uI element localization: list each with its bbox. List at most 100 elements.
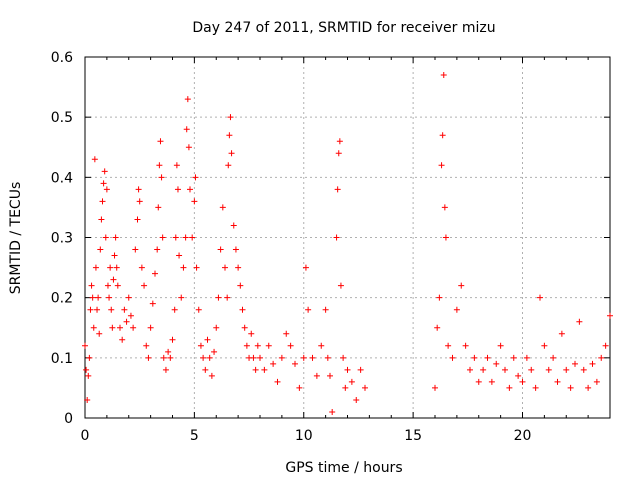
data-point bbox=[89, 294, 96, 301]
data-point bbox=[441, 204, 448, 211]
data-point bbox=[156, 162, 163, 169]
data-point bbox=[302, 264, 309, 271]
data-point bbox=[432, 384, 438, 391]
data-point bbox=[112, 234, 119, 241]
data-point bbox=[337, 282, 344, 289]
data-point bbox=[95, 294, 102, 301]
data-point bbox=[541, 342, 548, 349]
data-point bbox=[189, 234, 196, 241]
x-axis-label: GPS time / hours bbox=[285, 460, 402, 476]
data-point bbox=[187, 186, 193, 193]
data-point bbox=[102, 234, 109, 241]
data-point bbox=[589, 360, 596, 367]
data-point bbox=[550, 354, 557, 361]
data-point bbox=[85, 372, 92, 379]
data-point bbox=[563, 366, 570, 373]
data-point bbox=[493, 360, 500, 367]
data-point bbox=[232, 246, 239, 253]
data-point bbox=[83, 366, 90, 373]
data-point bbox=[103, 186, 110, 193]
data-point bbox=[228, 150, 235, 157]
data-point bbox=[219, 204, 226, 211]
data-point bbox=[114, 282, 121, 289]
data-point bbox=[357, 366, 364, 373]
data-point bbox=[100, 180, 107, 187]
data-point bbox=[224, 294, 231, 301]
data-point bbox=[123, 318, 130, 325]
data-point bbox=[215, 294, 222, 301]
data-point bbox=[449, 354, 456, 361]
data-point bbox=[169, 336, 176, 343]
data-point bbox=[191, 198, 198, 205]
data-point bbox=[143, 342, 150, 349]
data-point bbox=[580, 366, 587, 373]
data-point bbox=[602, 342, 609, 349]
data-point bbox=[136, 198, 143, 205]
data-point bbox=[106, 294, 113, 301]
data-point bbox=[119, 336, 126, 343]
data-point bbox=[155, 204, 162, 211]
data-point bbox=[184, 96, 191, 103]
data-point bbox=[362, 384, 368, 391]
data-point bbox=[442, 234, 449, 241]
data-point bbox=[217, 246, 224, 253]
data-point bbox=[82, 342, 88, 349]
data-point bbox=[334, 186, 341, 193]
data-point bbox=[250, 354, 257, 361]
y-tick-label: 0.1 bbox=[51, 351, 73, 367]
data-point bbox=[497, 342, 504, 349]
y-tick-label: 0 bbox=[64, 411, 73, 427]
data-point bbox=[327, 372, 333, 379]
data-point bbox=[528, 366, 535, 373]
data-point bbox=[117, 324, 123, 331]
data-point bbox=[130, 324, 137, 331]
data-point bbox=[305, 306, 312, 313]
data-point bbox=[202, 366, 209, 373]
data-point bbox=[342, 384, 349, 391]
data-point bbox=[104, 282, 111, 289]
data-point bbox=[182, 234, 189, 241]
data-point bbox=[91, 156, 98, 163]
data-point bbox=[86, 354, 93, 361]
data-point bbox=[239, 306, 246, 313]
data-point bbox=[353, 396, 360, 403]
data-point bbox=[558, 330, 565, 337]
data-point bbox=[480, 366, 487, 373]
data-point bbox=[344, 366, 351, 373]
data-point bbox=[488, 378, 495, 385]
data-point bbox=[121, 306, 128, 313]
data-point bbox=[125, 294, 132, 301]
data-point bbox=[135, 186, 142, 193]
plot-frame bbox=[84, 56, 611, 419]
data-point bbox=[101, 168, 108, 175]
data-point bbox=[254, 342, 261, 349]
data-point bbox=[235, 264, 242, 271]
data-point bbox=[132, 246, 139, 253]
data-point bbox=[257, 354, 263, 361]
y-tick-label: 0.5 bbox=[51, 110, 73, 126]
data-point bbox=[322, 306, 329, 313]
data-point bbox=[197, 342, 204, 349]
data-point bbox=[318, 342, 325, 349]
data-point bbox=[225, 162, 232, 169]
data-point bbox=[211, 348, 218, 355]
data-point bbox=[434, 324, 441, 331]
data-point bbox=[313, 372, 320, 379]
data-point bbox=[287, 342, 294, 349]
data-point bbox=[108, 306, 115, 313]
data-point bbox=[97, 246, 104, 253]
data-point bbox=[173, 162, 180, 169]
data-point bbox=[274, 378, 281, 385]
data-point bbox=[270, 360, 277, 367]
data-point bbox=[519, 378, 526, 385]
data-point bbox=[183, 126, 190, 133]
y-tick-label: 0.2 bbox=[51, 291, 73, 307]
data-point bbox=[471, 354, 478, 361]
y-axis-label: SRMTID / TECUs bbox=[8, 182, 24, 295]
data-point bbox=[445, 342, 452, 349]
data-point bbox=[278, 354, 285, 361]
data-point bbox=[336, 138, 343, 145]
data-point bbox=[333, 234, 340, 241]
data-point bbox=[152, 270, 158, 277]
